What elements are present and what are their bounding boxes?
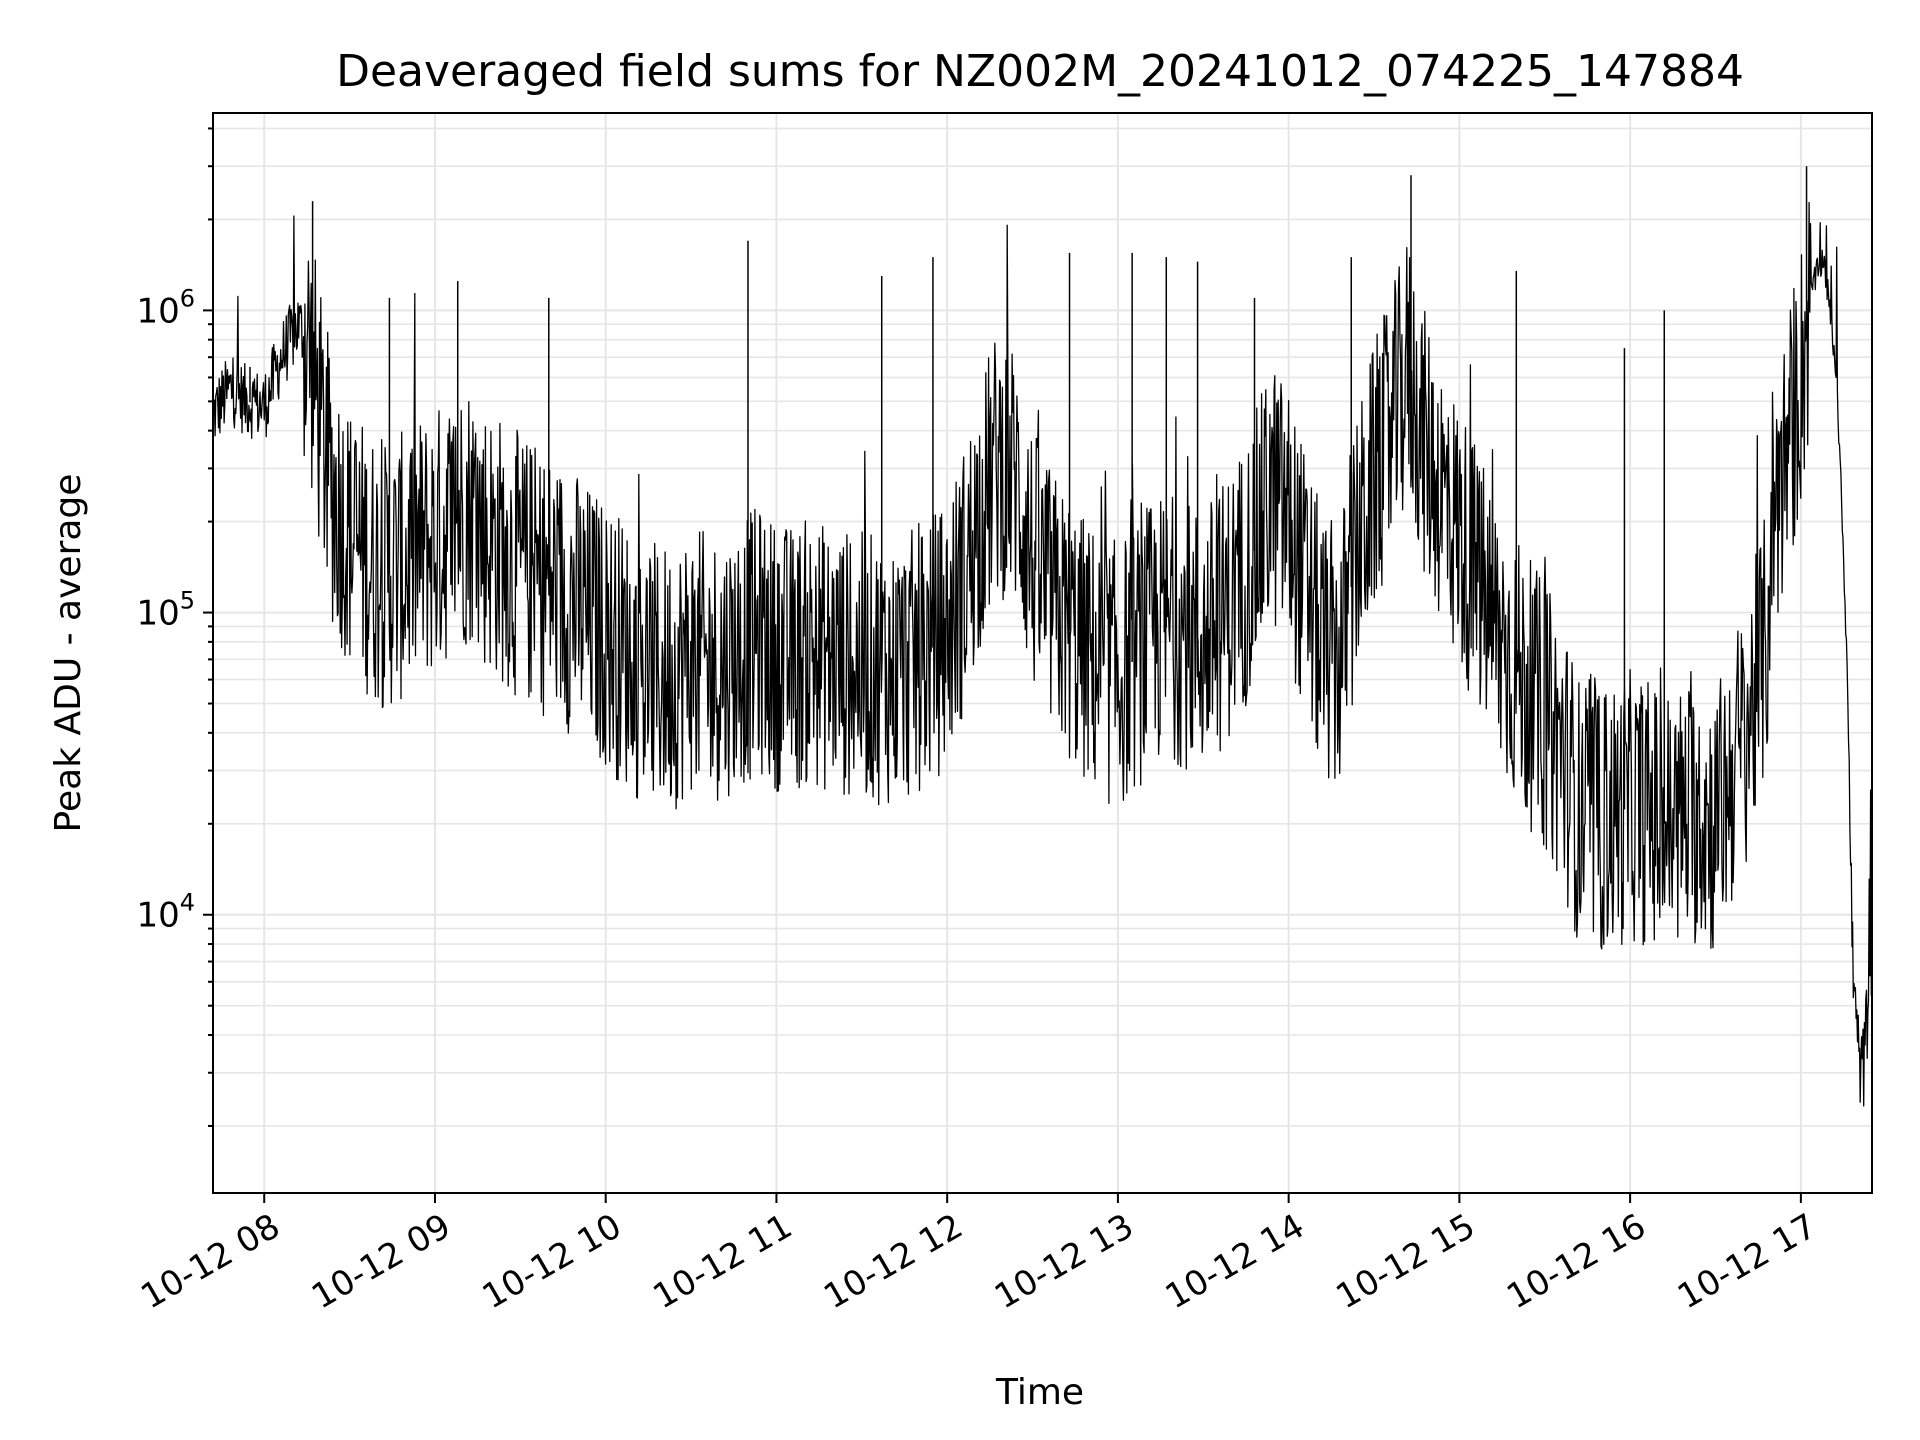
x-axis-label: Time	[995, 1372, 1084, 1413]
y-tick-label: 106	[136, 284, 195, 331]
y-tick-label: 105	[136, 587, 195, 634]
plot-frame	[212, 112, 1873, 1194]
data-series	[212, 166, 1873, 1107]
grid	[213, 113, 1872, 1193]
series-line	[212, 201, 1873, 1107]
chart-title: Deaveraged field sums for NZ002M_2024101…	[336, 46, 1744, 97]
y-axis-label: Peak ADU - average	[48, 474, 89, 833]
y-tick-label: 104	[136, 889, 195, 936]
